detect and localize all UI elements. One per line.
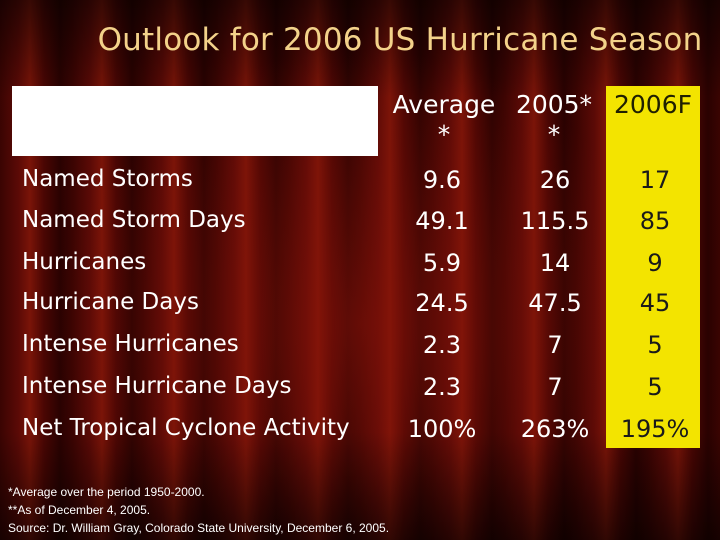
2006f-value: 17: [639, 166, 671, 194]
2005-value: 7: [547, 331, 563, 359]
forecast-column-highlight: [606, 86, 700, 448]
2006f-value: 195%: [620, 415, 690, 443]
2005-value: 7: [547, 373, 563, 401]
2006f-value: 5: [647, 373, 663, 401]
row-label: Named Storms: [22, 166, 193, 192]
row-label: Hurricane Days: [22, 289, 199, 315]
column-header-2006f: 2006F: [606, 90, 700, 120]
column-header-2005: 2005* *: [504, 90, 604, 150]
2005-value: 263%: [520, 415, 590, 443]
column-header-average-label: Average *: [392, 90, 496, 149]
row-label: Named Storm Days: [22, 207, 246, 233]
2006f-value: 5: [647, 331, 663, 359]
2006f-value: 9: [647, 249, 663, 277]
2006f-value: 45: [639, 289, 671, 317]
average-value: 9.6: [422, 166, 462, 194]
2006f-value: 85: [639, 207, 671, 235]
column-header-2006f-label: 2006F: [613, 90, 692, 119]
2005-value: 26: [539, 166, 571, 194]
row-label: Intense Hurricanes: [22, 331, 239, 357]
column-header-average: Average *: [384, 90, 504, 150]
average-value: 100%: [407, 415, 477, 443]
average-value: 2.3: [422, 331, 462, 359]
average-value: 2.3: [422, 373, 462, 401]
average-value: 24.5: [415, 289, 469, 317]
footnote-2005: **As of December 4, 2005.: [8, 503, 151, 517]
2005-value: 115.5: [520, 207, 590, 235]
average-value: 49.1: [415, 207, 469, 235]
row-label: Net Tropical Cyclone Activity: [22, 415, 350, 441]
2005-value: 14: [539, 249, 571, 277]
2005-value: 47.5: [528, 289, 582, 317]
column-header-2005-label: 2005* *: [515, 90, 593, 149]
row-label: Intense Hurricane Days: [22, 373, 292, 399]
footnote-source: Source: Dr. William Gray, Colorado State…: [8, 521, 390, 535]
header-blank-cell: [12, 86, 378, 156]
row-label: Hurricanes: [22, 249, 147, 275]
average-value: 5.9: [422, 249, 462, 277]
slide-title: Outlook for 2006 US Hurricane Season: [97, 22, 703, 58]
footnote-average: *Average over the period 1950-2000.: [8, 485, 205, 499]
